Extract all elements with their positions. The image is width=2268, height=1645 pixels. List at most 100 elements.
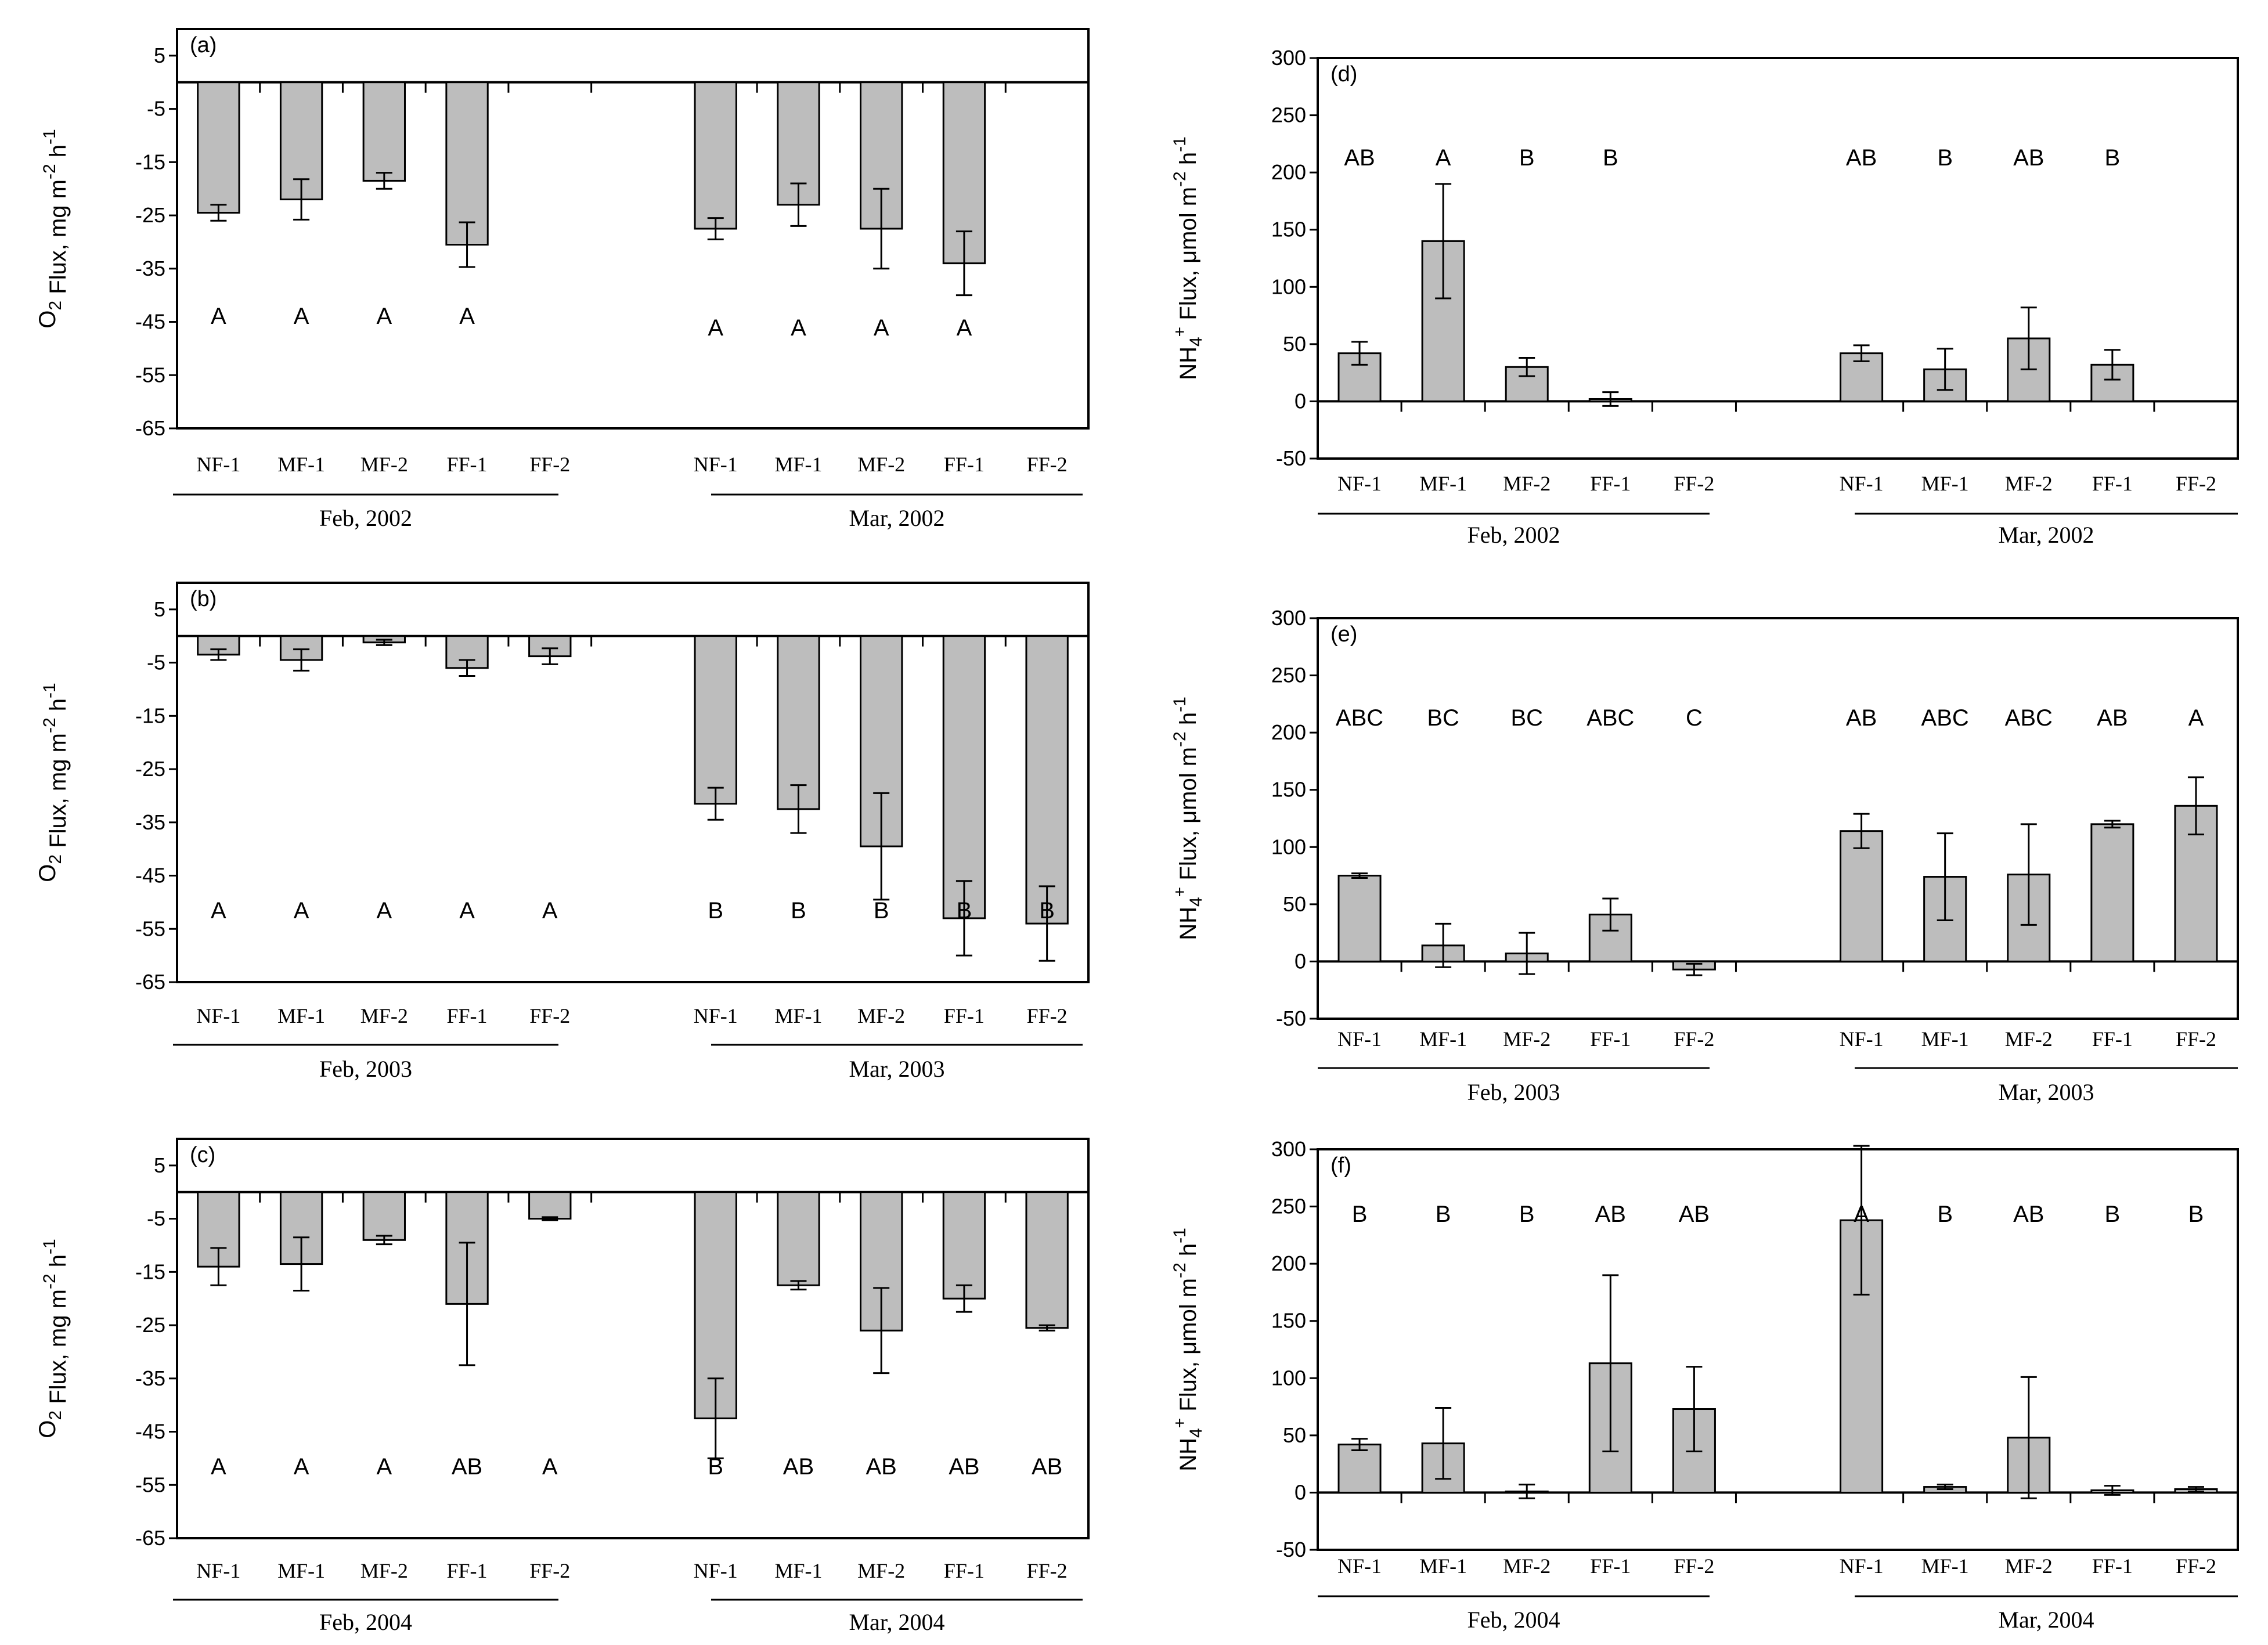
category-label: FF-2 bbox=[529, 1559, 570, 1582]
significance-letter: B bbox=[1039, 898, 1055, 923]
category-label: NF-1 bbox=[1840, 1554, 1884, 1578]
category-label: FF-1 bbox=[944, 1559, 985, 1582]
category-label: MF-2 bbox=[2005, 1027, 2053, 1051]
panel-label: (c) bbox=[190, 1143, 215, 1167]
significance-letter: A bbox=[376, 1454, 392, 1480]
significance-letter: B bbox=[1603, 145, 1618, 171]
panel-d: 300 250 200 150 100 50 0 -50 (d) NH4+ Flux, μmol … bbox=[1170, 46, 2239, 548]
significance-letter: B bbox=[2105, 145, 2121, 171]
panel-label: (e) bbox=[1330, 622, 1357, 647]
category-label: NF-1 bbox=[196, 453, 240, 476]
significance-letter: B bbox=[1519, 1202, 1535, 1227]
group-label: Feb, 2004 bbox=[1467, 1607, 1560, 1633]
category-label: NF-1 bbox=[1337, 1027, 1382, 1051]
y-axis-title: O2 Flux, mg m-2 h-1 bbox=[35, 683, 71, 882]
category-label: MF-1 bbox=[277, 1004, 325, 1027]
panel-b: 5 -5 -15 -25 -35 -45 -55 -65 (b) O2 Flux, mg m-2 … bbox=[35, 582, 1090, 1082]
significance-letter: A bbox=[211, 1454, 226, 1480]
bar-nf-1 bbox=[1840, 352, 1884, 402]
y-tick-label: -15 bbox=[135, 704, 165, 727]
significance-letter: C bbox=[1686, 705, 1703, 731]
group-0: A NF-1 A MF-1 A MF-2 AB FF-1 A FF-2 Feb, 2004 bbox=[173, 1191, 593, 1635]
y-tick-label: 0 bbox=[1295, 949, 1306, 973]
bar-nf-1 bbox=[694, 635, 737, 805]
panel-d-frame bbox=[1317, 57, 2239, 460]
group-0: A NF-1 A MF-1 A MF-2 A FF-1 A FF-2 Feb, 2003 bbox=[173, 635, 593, 1082]
y-axis-title: NH4+ Flux, μmol m-2 h-1 bbox=[1170, 697, 1206, 940]
y-tick-label: -25 bbox=[135, 757, 165, 781]
y-tick-label: 50 bbox=[1283, 1423, 1306, 1447]
y-tick-label: -65 bbox=[135, 416, 165, 440]
bar-nf-1 bbox=[1337, 875, 1382, 962]
significance-letter: A bbox=[874, 315, 889, 341]
bar-mf-2 bbox=[362, 81, 406, 182]
category-label: MF-2 bbox=[857, 1004, 905, 1027]
bar-ff-2 bbox=[1025, 635, 1069, 925]
bar-mf-2 bbox=[362, 1191, 406, 1241]
y-tick-label: -25 bbox=[135, 203, 165, 227]
y-tick-label: -65 bbox=[135, 1526, 165, 1550]
category-label: MF-2 bbox=[360, 1004, 408, 1027]
y-tick-label: -5 bbox=[147, 1207, 165, 1231]
significance-letter: B bbox=[1436, 1202, 1451, 1227]
y-tick-label: 200 bbox=[1271, 720, 1306, 744]
significance-letter: A bbox=[211, 304, 226, 329]
group-label: Mar, 2002 bbox=[1998, 522, 2094, 548]
significance-letter: AB bbox=[2013, 145, 2044, 171]
y-tick-label: 250 bbox=[1271, 103, 1306, 127]
category-label: MF-1 bbox=[1921, 1554, 1969, 1578]
category-label: FF-1 bbox=[1590, 472, 1631, 495]
significance-letter: BC bbox=[1427, 705, 1459, 731]
category-label: FF-2 bbox=[1027, 1004, 1068, 1027]
group-label: Feb, 2002 bbox=[1467, 522, 1560, 548]
y-tick-label: 150 bbox=[1271, 1309, 1306, 1333]
y-tick-label: -45 bbox=[135, 1420, 165, 1444]
y-tick-label: 250 bbox=[1271, 1195, 1306, 1218]
panel-label: (f) bbox=[1330, 1153, 1351, 1178]
significance-letter: A bbox=[294, 304, 309, 329]
group-label: Mar, 2003 bbox=[849, 1056, 944, 1082]
category-label: FF-2 bbox=[529, 453, 570, 476]
panel-e-frame bbox=[1317, 617, 2239, 1020]
bar-ff-1 bbox=[445, 81, 489, 246]
y-tick-label: 150 bbox=[1271, 778, 1306, 802]
group-1: A NF-1 A MF-1 A MF-2 A FF-1 FF-2 Mar, 2002 bbox=[694, 81, 1090, 531]
y-tick-label: 100 bbox=[1271, 835, 1306, 858]
group-label: Feb, 2002 bbox=[319, 505, 412, 531]
y-tick-label: -15 bbox=[135, 1260, 165, 1283]
significance-letter: AB bbox=[2013, 1202, 2044, 1227]
y-tick-label: -50 bbox=[1276, 1007, 1306, 1030]
significance-letter: B bbox=[874, 898, 889, 923]
y-tick-label: -50 bbox=[1276, 446, 1306, 470]
significance-letter: ABC bbox=[1921, 705, 1969, 731]
significance-letter: B bbox=[1937, 1202, 1953, 1227]
category-label: MF-1 bbox=[774, 453, 822, 476]
panel-c-frame bbox=[176, 1138, 1090, 1539]
significance-letter: AB bbox=[1344, 145, 1375, 171]
significance-letter: AB bbox=[1032, 1454, 1062, 1480]
category-label: MF-1 bbox=[1419, 1027, 1467, 1051]
bar-ff-2 bbox=[1025, 1191, 1069, 1329]
group-label: Feb, 2004 bbox=[319, 1609, 412, 1635]
category-label: FF-2 bbox=[2176, 1554, 2216, 1578]
significance-letter: B bbox=[1937, 145, 1953, 171]
panel-label: (b) bbox=[190, 587, 217, 611]
significance-letter: A bbox=[459, 304, 475, 329]
category-label: MF-1 bbox=[1419, 472, 1467, 495]
group-label: Mar, 2004 bbox=[849, 1609, 944, 1635]
y-tick-label: -45 bbox=[135, 310, 165, 334]
y-tick-label: 200 bbox=[1271, 160, 1306, 184]
significance-letter: A bbox=[294, 898, 309, 923]
significance-letter: BC bbox=[1510, 705, 1543, 731]
significance-letter: AB bbox=[1846, 705, 1877, 731]
category-label: FF-1 bbox=[447, 1004, 488, 1027]
significance-letter: A bbox=[1854, 1202, 1869, 1227]
significance-letter: A bbox=[1436, 145, 1451, 171]
group-0: A NF-1 A MF-1 A MF-2 A FF-1 FF-2 Feb, 2002 bbox=[173, 81, 593, 531]
significance-letter: B bbox=[708, 1454, 723, 1480]
y-axis-title: NH4+ Flux, μmol m-2 h-1 bbox=[1170, 1228, 1206, 1471]
y-tick-label: -35 bbox=[135, 1366, 165, 1390]
panel-a-frame bbox=[176, 28, 1090, 430]
bar-nf-1 bbox=[1337, 1444, 1382, 1494]
